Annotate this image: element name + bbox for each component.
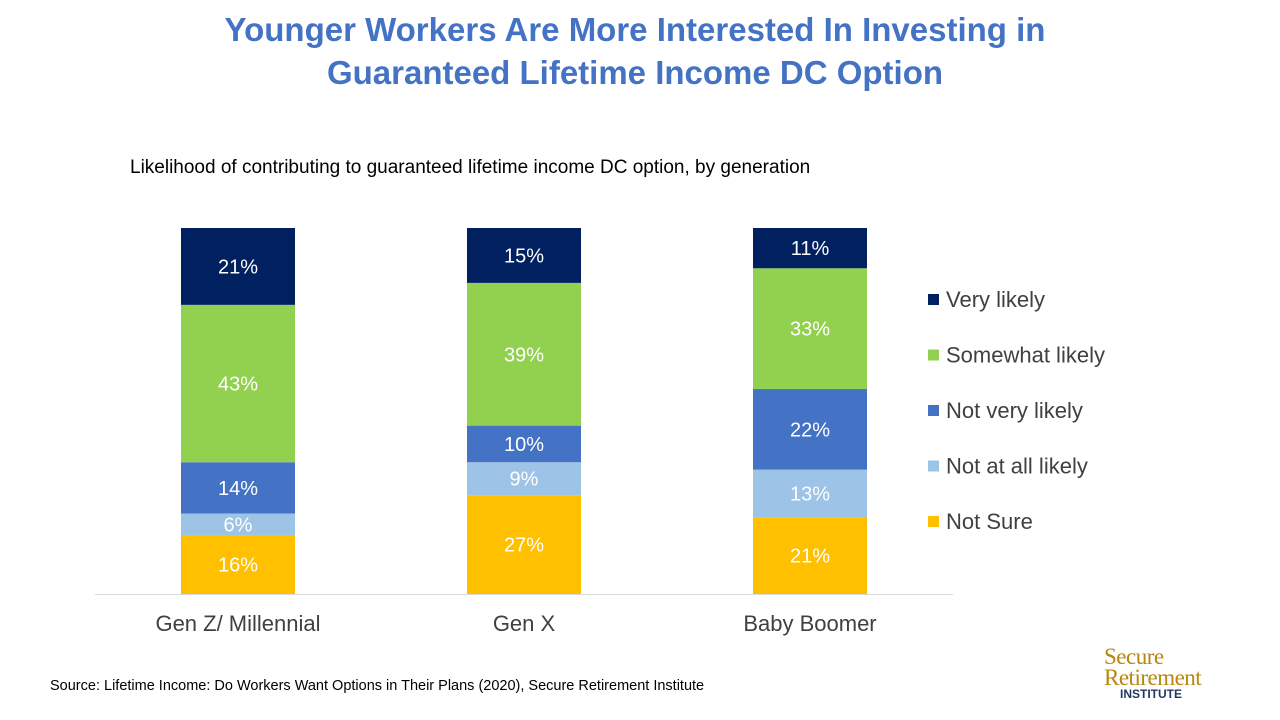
bar-gen-z-millennial-not-at-all-likely — [181, 513, 295, 536]
bar-baby-boomer-not-at-all-likely — [753, 469, 867, 518]
logo-line-2: Retirement — [1104, 665, 1202, 690]
chart-title: Younger Workers Are More Interested In I… — [0, 8, 1270, 94]
title-line-2: Guaranteed Lifetime Income DC Option — [326, 54, 944, 91]
data-label-gen-z-millennial-somewhat-likely: 43% — [218, 374, 258, 396]
bar-gen-z-millennial-not-sure — [181, 535, 295, 594]
legend-label-not-very-likely: Not very likely — [946, 398, 1083, 423]
data-label-gen-z-millennial-very-likely: 21% — [218, 256, 258, 278]
data-label-baby-boomer-not-sure: 21% — [790, 546, 830, 568]
data-label-gen-z-millennial-not-very-likely: 14% — [218, 478, 258, 500]
bar-baby-boomer-somewhat-likely — [753, 268, 867, 390]
bar-baby-boomer-not-sure — [753, 517, 867, 594]
legend-label-somewhat-likely: Somewhat likely — [946, 343, 1105, 368]
bar-gen-z-millennial-somewhat-likely — [181, 304, 295, 463]
logo-line-3: INSTITUTE — [1120, 687, 1182, 701]
bar-gen-x-not-very-likely — [467, 425, 581, 463]
x-tick-label-gen-x: Gen X — [493, 611, 556, 636]
bar-gen-x-very-likely — [467, 228, 581, 283]
data-label-gen-x-somewhat-likely: 39% — [504, 344, 544, 366]
data-label-gen-x-not-at-all-likely: 9% — [510, 469, 539, 491]
title-line-1: Younger Workers Are More Interested In I… — [224, 11, 1046, 48]
bar-baby-boomer-not-very-likely — [753, 389, 867, 470]
legend-swatch-not-sure — [928, 516, 939, 527]
data-label-baby-boomer-very-likely: 11% — [791, 238, 830, 260]
bar-gen-z-millennial-not-very-likely — [181, 462, 295, 514]
logo-line-1: Secure — [1104, 644, 1164, 669]
legend-swatch-not-very-likely — [928, 405, 939, 416]
data-label-baby-boomer-somewhat-likely: 33% — [790, 319, 830, 341]
data-label-gen-x-not-sure: 27% — [504, 535, 544, 557]
bar-gen-z-millennial-very-likely — [181, 228, 295, 305]
legend-label-not-sure: Not Sure — [946, 509, 1033, 534]
legend-label-very-likely: Very likely — [946, 287, 1045, 312]
data-label-baby-boomer-not-very-likely: 22% — [790, 419, 830, 441]
legend-swatch-somewhat-likely — [928, 349, 939, 361]
x-tick-label-gen-z-millennial: Gen Z/ Millennial — [155, 611, 320, 636]
data-label-gen-z-millennial-not-sure: 16% — [218, 555, 258, 577]
source-note: Source: Lifetime Income: Do Workers Want… — [50, 678, 705, 694]
bar-gen-x-not-at-all-likely — [467, 462, 581, 496]
bar-gen-x-somewhat-likely — [467, 282, 581, 426]
data-label-baby-boomer-not-at-all-likely: 13% — [790, 483, 830, 505]
data-label-gen-x-not-very-likely: 10% — [504, 434, 544, 456]
legend-swatch-not-at-all-likely — [928, 460, 939, 472]
x-tick-label-baby-boomer: Baby Boomer — [743, 611, 876, 636]
bar-gen-x-not-sure — [467, 495, 581, 594]
secure-retirement-institute-logo: Secure Retirement INSTITUTE — [1104, 645, 1234, 700]
legend-label-not-at-all-likely: Not at all likely — [946, 454, 1088, 479]
data-label-gen-z-millennial-not-at-all-likely: 6% — [224, 514, 253, 536]
data-label-gen-x-very-likely: 15% — [504, 245, 544, 267]
bar-baby-boomer-very-likely — [753, 228, 867, 269]
chart-subtitle: Likelihood of contributing to guaranteed… — [130, 157, 811, 178]
legend-swatch-very-likely — [928, 294, 939, 305]
